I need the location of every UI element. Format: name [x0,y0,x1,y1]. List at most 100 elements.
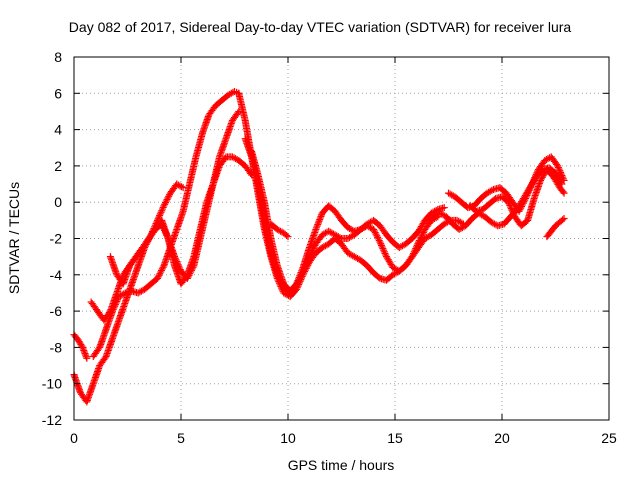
data-point [154,273,162,281]
data-point [529,177,537,185]
data-point [375,237,383,245]
data-point [382,251,390,259]
data-point [419,230,427,238]
data-point [120,290,128,298]
data-point [372,230,380,238]
data-point [519,199,527,207]
data-point [315,217,323,225]
data-point [374,233,382,241]
data-point [506,201,514,209]
y-tick-label: -10 [42,376,62,392]
x-tick-label: 10 [280,430,296,446]
data-point [370,225,378,233]
data-point [379,245,387,253]
data-point [515,207,523,215]
data-point [528,180,536,188]
data-point [158,207,166,215]
data-point [336,234,344,242]
data-point [380,246,388,254]
data-point [559,216,567,224]
data-point [297,268,305,276]
y-tick-label: -8 [50,339,63,355]
data-point [518,203,526,211]
data-point [560,176,568,184]
data-point [533,169,541,177]
data-point [80,347,88,355]
data-point [412,243,420,251]
x-axis-label: GPS time / hours [288,457,395,473]
series-12 [466,166,568,230]
data-point [157,268,165,276]
data-point [156,212,164,220]
data-point [295,273,303,281]
data-point [522,193,530,201]
data-point [521,196,529,204]
data-point [410,248,418,256]
data-point [293,278,301,286]
data-points [70,87,568,406]
series-13 [543,215,568,241]
grid-lines [74,57,609,420]
data-point [527,182,535,190]
data-point [520,198,528,206]
data-point [525,187,533,195]
data-point [508,206,516,214]
data-point [156,270,164,278]
data-point [554,164,562,172]
data-point [380,248,388,256]
data-point [516,206,524,214]
y-tick-label: -6 [50,303,63,319]
data-point [523,191,531,199]
data-point [416,235,424,243]
data-point [415,238,423,246]
x-tick-label: 15 [387,430,403,446]
data-point [79,343,87,351]
data-point [314,219,322,227]
x-tick-label: 5 [177,430,185,446]
data-point [105,309,113,317]
y-tick-label: 2 [54,158,62,174]
data-point [377,240,385,248]
data-point [530,175,538,183]
data-point [296,270,304,278]
data-point [164,194,172,202]
data-point [165,192,173,200]
data-point [527,183,535,191]
data-point [417,233,425,241]
data-point [532,170,540,178]
data-point [410,249,418,257]
data-point [316,214,324,222]
data-point [162,197,170,205]
data-point [294,275,302,283]
data-point [294,277,302,285]
y-tick-label: 0 [54,194,62,210]
y-tick-label: 4 [54,122,62,138]
data-point [557,170,565,178]
series-4 [106,153,256,288]
data-point [526,185,534,193]
y-tick-label: -2 [50,231,63,247]
data-point [247,169,255,177]
data-point [509,208,517,216]
data-point [529,178,537,186]
data-point [370,227,378,235]
data-point [182,272,190,280]
x-tick-label: 0 [70,430,78,446]
data-point [80,348,88,356]
data-point [374,235,382,243]
data-point [409,251,417,259]
data-point [418,232,426,240]
data-point [293,280,301,288]
data-point [419,229,427,237]
data-point [556,167,564,175]
data-point [312,225,320,233]
data-point [79,345,87,353]
data-point [504,198,512,206]
y-tick-label: 6 [54,85,62,101]
data-point [411,246,419,254]
data-point [559,175,567,183]
data-point [517,204,525,212]
data-point [156,210,164,218]
data-point [157,266,165,274]
